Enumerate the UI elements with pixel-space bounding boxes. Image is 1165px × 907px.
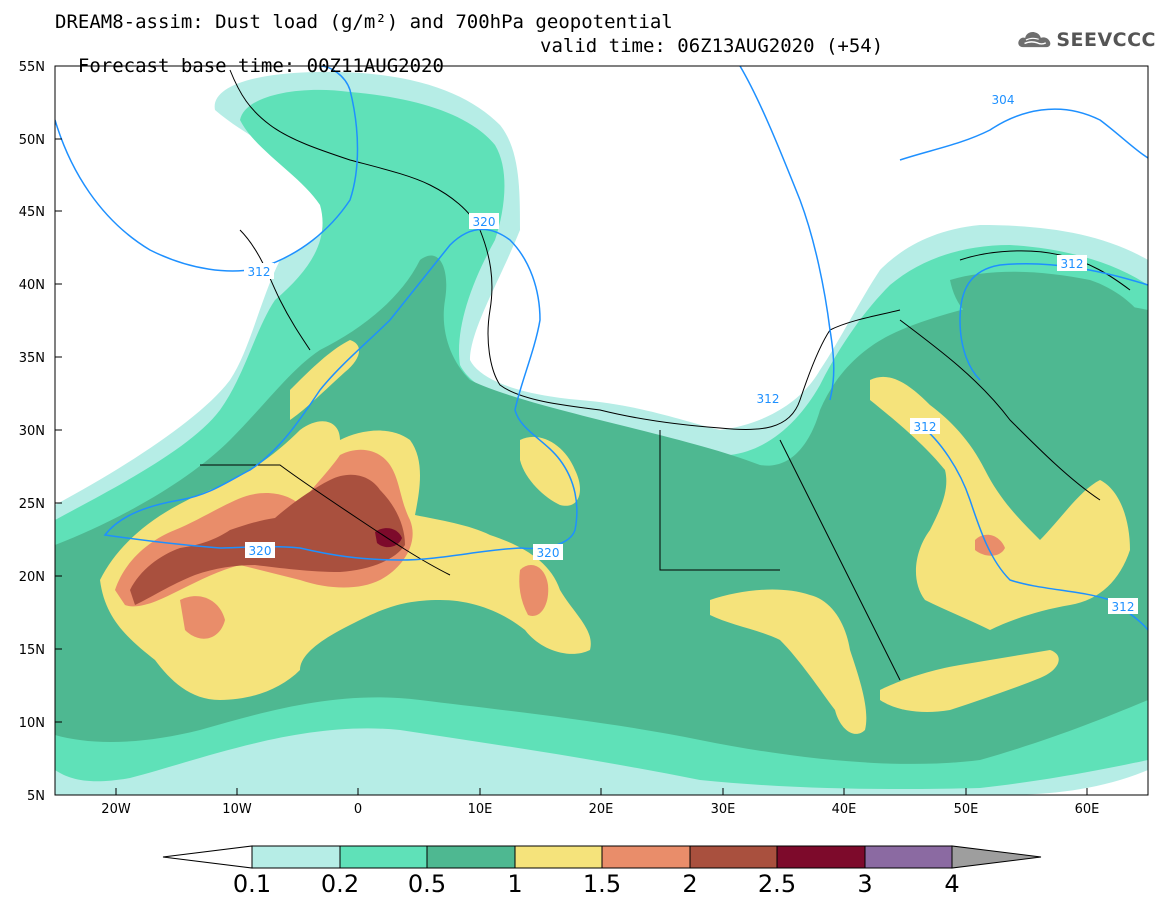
dust-contour-1-yemen: [880, 650, 1059, 712]
colorbar-segment-2-5: [776, 845, 866, 869]
lon-label-60e: 60E: [1075, 802, 1100, 817]
border-egypt-sudan: [659, 430, 780, 571]
colorbar-label-0-1: 0.1: [232, 870, 272, 898]
svg-text:312: 312: [914, 420, 937, 434]
lat-label-10n: 10N: [19, 716, 45, 731]
colorbar-under-arrow: [162, 845, 253, 869]
lon-label-50e: 50E: [954, 802, 979, 817]
contour-label-312-iraq: 312: [910, 418, 940, 434]
colorbar-segment-1-5: [601, 845, 691, 869]
lon-label-10w: 10W: [222, 802, 252, 817]
colorbar-label-2-5: 2.5: [757, 870, 797, 898]
seevccc-logo: SEEVCCC: [1016, 22, 1156, 58]
lat-axis: 55N 50N 45N 40N 35N 30N 25N 20N 15N 10N …: [19, 60, 62, 804]
colorbar-label-0-5: 0.5: [407, 870, 447, 898]
lat-label-30n: 30N: [19, 424, 45, 439]
coastline-mediterranean: [229, 69, 901, 430]
lon-label-30e: 30E: [711, 802, 736, 817]
lat-label-15n: 15N: [19, 643, 45, 658]
dust-contour-1-5-arabia: [975, 534, 1005, 556]
contour-312-west: [55, 66, 359, 272]
forecast-base-time: Forecast base time: 00Z11AUG2020: [77, 55, 444, 77]
coastline-gulf: [899, 319, 1101, 501]
lon-label-20w: 20W: [101, 802, 131, 817]
borders: [200, 69, 1131, 681]
colorbar-segment-0-2: [339, 845, 428, 869]
contour-label-320-east: 320: [533, 544, 563, 560]
contour-label-312-oman: 312: [1108, 598, 1138, 614]
colorbar-label-0-2: 0.2: [320, 870, 360, 898]
colorbar-label-4: 4: [944, 870, 960, 898]
colorbar: [162, 845, 1042, 869]
dust-contour-1-morocco: [290, 340, 360, 420]
colorbar-segment-0-5: [426, 845, 516, 869]
colorbar-segment-1: [514, 845, 603, 869]
lon-axis: 20W 10W 0 10E 20E 30E 40E 50E 60E: [101, 788, 1099, 817]
lat-label-5n: 5N: [27, 789, 45, 804]
lon-label-20e: 20E: [589, 802, 614, 817]
contour-label-312-west: 312: [244, 263, 274, 279]
colorbar-segment-2: [689, 845, 778, 869]
colorbar-segment-0-1: [251, 845, 341, 869]
lat-label-40n: 40N: [19, 278, 45, 293]
contour-304: [899, 108, 1148, 161]
dust-contour-1-arabia: [870, 376, 1130, 630]
svg-text:320: 320: [537, 546, 560, 560]
dust-contour-2-sahara: [130, 474, 405, 605]
lon-label-10e: 10E: [468, 802, 493, 817]
dust-contour-1-5-chad: [519, 565, 549, 616]
contour-312-caspian: [959, 262, 1148, 381]
svg-text:312: 312: [1061, 257, 1084, 271]
colorbar-label-1-5: 1.5: [582, 870, 622, 898]
colorbar-label-2: 2: [682, 870, 698, 898]
colorbar-over-arrow: [951, 845, 1042, 869]
map-subtitle: Forecast base time: 00Z11AUG2020 valid t…: [55, 36, 883, 96]
svg-text:320: 320: [473, 215, 496, 229]
svg-text:312: 312: [757, 392, 780, 406]
svg-text:312: 312: [1112, 600, 1135, 614]
map-title: DREAM8-assim: Dust load (g/m²) and 700hP…: [55, 11, 673, 33]
coastline-iberia: [239, 229, 311, 351]
svg-text:304: 304: [992, 93, 1015, 107]
dust-contour-1-sudan: [710, 589, 867, 734]
colorbar-label-3: 3: [857, 870, 873, 898]
colorbar-label-1: 1: [507, 870, 523, 898]
dust-contour-1-5-mali: [180, 596, 225, 639]
lon-label-40e: 40E: [832, 802, 857, 817]
lat-label-45n: 45N: [19, 205, 45, 220]
contour-label-312-caspian: 312: [1057, 255, 1087, 271]
dust-contour-caspian: [950, 271, 1148, 345]
contour-320: [103, 228, 578, 561]
lat-label-35n: 35N: [19, 351, 45, 366]
svg-text:312: 312: [248, 265, 271, 279]
dust-contour-2-5-core: [375, 528, 402, 548]
colorbar-segment-3: [864, 845, 953, 869]
cloud-icon: [1018, 32, 1051, 48]
border-west-africa: [200, 464, 451, 576]
lat-label-55n: 55N: [19, 60, 45, 75]
lon-label-0: 0: [354, 802, 362, 817]
contour-label-304: 304: [988, 91, 1018, 107]
contour-label-312-mid: 312: [753, 390, 783, 406]
contour-label-320-west: 320: [245, 542, 275, 558]
logo-text: SEEVCCC: [1056, 29, 1156, 51]
valid-time: valid time: 06Z13AUG2020 (+54): [540, 35, 884, 57]
lat-label-50n: 50N: [19, 133, 45, 148]
dust-contour-1-libya: [520, 436, 580, 506]
coastline-red-sea: [779, 439, 901, 681]
contour-312-east: [739, 66, 835, 401]
contour-labels: 304 312 312 312 312 312 320 320: [244, 91, 1138, 614]
lat-label-20n: 20N: [19, 570, 45, 585]
coastline-caspian: [959, 250, 1131, 291]
lat-label-25n: 25N: [19, 497, 45, 512]
svg-text:320: 320: [249, 544, 272, 558]
dust-field: [55, 71, 1148, 795]
contour-label-320-italy: 320: [469, 213, 499, 229]
